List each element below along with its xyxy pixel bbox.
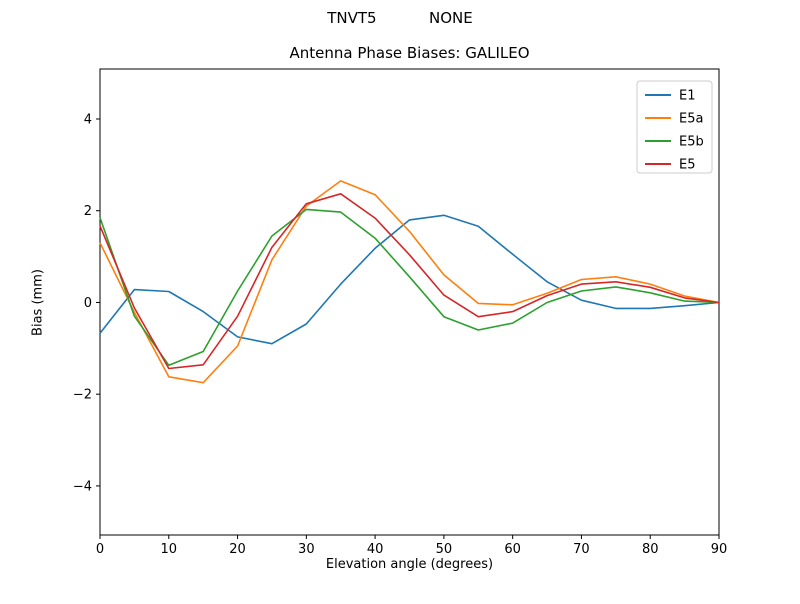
legend-label-E5: E5 <box>679 158 696 173</box>
y-tick-label: −4 <box>73 479 92 494</box>
x-tick-label: 20 <box>229 542 246 557</box>
y-tick-label: −2 <box>73 388 92 403</box>
y-tick-label: 0 <box>84 296 92 311</box>
x-tick-label: 30 <box>298 542 315 557</box>
x-tick-label: 90 <box>711 542 728 557</box>
x-tick-label: 50 <box>436 542 453 557</box>
legend-label-E5a: E5a <box>679 112 703 127</box>
y-tick-label: 2 <box>84 204 92 219</box>
x-tick-label: 80 <box>642 542 659 557</box>
figure-suptitle: TNVT5 NONE <box>327 9 473 27</box>
y-axis-label: Bias (mm) <box>30 269 46 336</box>
axes-frame <box>99 68 720 536</box>
x-axis-label: Elevation angle (degrees) <box>325 557 494 572</box>
x-tick-label: 60 <box>504 542 521 557</box>
legend-label-E5b: E5b <box>679 135 704 150</box>
legend-label-E1: E1 <box>679 89 696 104</box>
series-line-E5b <box>99 208 720 367</box>
series-line-E5 <box>99 193 720 370</box>
legend-box <box>636 80 713 174</box>
x-tick-label: 0 <box>96 542 104 557</box>
x-tick-label: 40 <box>367 542 384 557</box>
chart-title: Antenna Phase Biases: GALILEO <box>289 44 530 62</box>
x-tick-label: 70 <box>573 542 590 557</box>
series-line-E5a <box>99 180 720 384</box>
x-tick-label: 10 <box>161 542 178 557</box>
y-tick-label: 4 <box>84 112 92 127</box>
series-line-E1 <box>99 214 720 345</box>
